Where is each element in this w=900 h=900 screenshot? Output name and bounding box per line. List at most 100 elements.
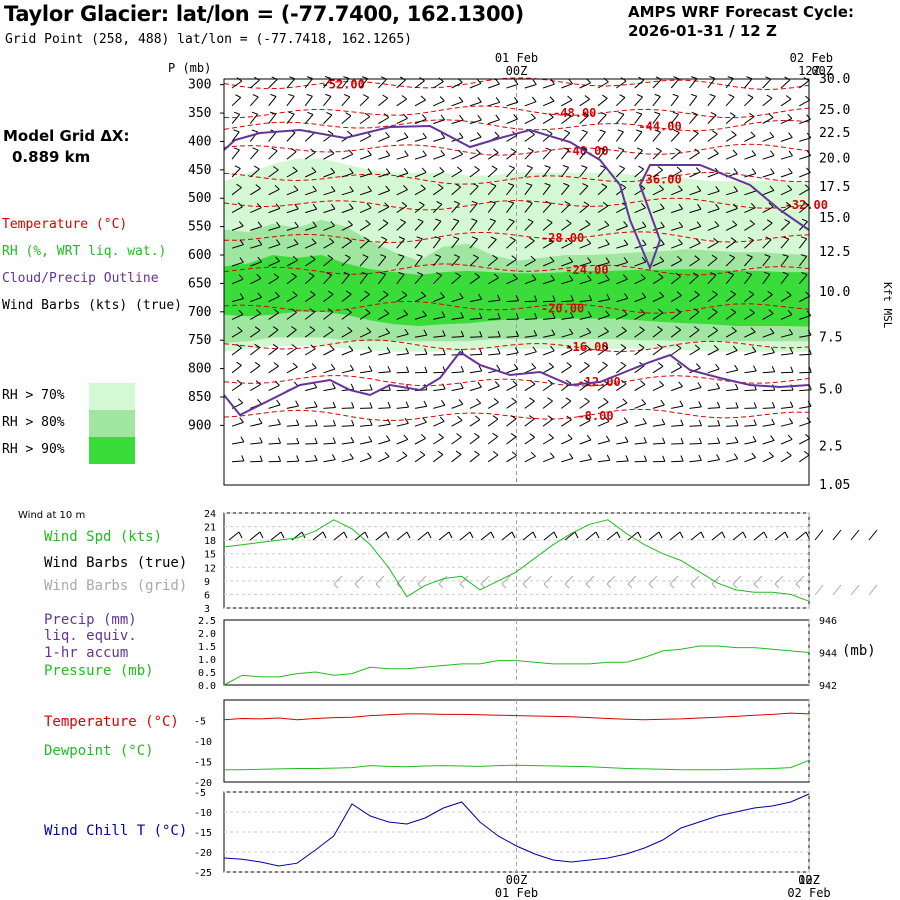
wind-barb-shaft — [780, 79, 791, 89]
wind-barb-flag — [636, 111, 643, 115]
wind-barb-true-extra — [868, 529, 878, 541]
wind-barb-shaft — [634, 277, 646, 285]
wind-barb-flag — [515, 313, 519, 320]
wind-barb-shaft — [378, 136, 390, 142]
wind-barb-flag — [345, 290, 352, 295]
wind-barb-shaft — [579, 167, 588, 178]
wind-barb-shaft — [597, 167, 607, 178]
wind-barb-flag — [332, 401, 336, 408]
wind-barb-shaft — [670, 170, 682, 178]
wind-barb-flag — [801, 218, 808, 223]
rh-legend-swatch — [89, 383, 135, 410]
wind-barb-flag — [564, 129, 571, 134]
wind-barb-flag — [733, 168, 738, 174]
wind-barb-flag — [530, 113, 536, 119]
wind-barb-flag — [716, 383, 721, 389]
precip-tick-label: 0.5 — [198, 668, 216, 679]
temperature-line — [223, 712, 810, 721]
wind-barb-shaft — [561, 349, 573, 356]
wind-barb-shaft — [396, 79, 406, 89]
wind-barb-shaft — [341, 96, 351, 107]
wind-barb-flag — [330, 186, 336, 192]
wind-barb-shaft — [616, 261, 628, 267]
precip-tick-label: 1.5 — [198, 642, 216, 653]
wind-barb-flag — [654, 93, 661, 97]
wind-barb-shaft — [744, 312, 755, 320]
wind-barb-shaft — [396, 155, 409, 160]
wind-barb-flag — [403, 167, 409, 174]
wind-barb-shaft — [725, 458, 738, 463]
wind-barb-shaft — [616, 314, 628, 320]
wind-barb-flag — [405, 347, 410, 354]
label-accum: 1-hr accum — [44, 645, 129, 661]
wind-barbs-true-row — [228, 531, 810, 541]
wind-barb-flag — [401, 201, 408, 207]
isotherm-line — [223, 119, 810, 132]
wind-barb-shaft — [634, 131, 643, 142]
wind-barb-shaft — [689, 406, 702, 409]
wind-barb-shaft — [341, 274, 350, 285]
wind-barb-flag — [420, 95, 426, 101]
wind-barb-shaft — [304, 95, 313, 107]
wind-barb-shaft — [469, 169, 480, 178]
wind-barb-shaft — [725, 96, 735, 107]
wind-barb-shaft — [414, 118, 427, 125]
wind-barb-flag — [642, 239, 647, 245]
wind-barb-flag — [602, 361, 608, 366]
wind-barb-flag — [709, 93, 716, 97]
wind-barb-flag — [786, 451, 792, 456]
wind-barb-shaft — [725, 208, 738, 214]
wind-barb-flag — [751, 150, 757, 156]
wind-barb-flag — [604, 416, 610, 422]
wind-barb-shaft — [396, 256, 405, 267]
wind-barb-shaft — [377, 273, 387, 285]
wind-barb-shaft — [744, 424, 757, 427]
wind-barb-shaft — [652, 423, 665, 427]
wind-barb-flag — [471, 200, 478, 204]
forecast-cycle: AMPS WRF Forecast Cycle: 2026-01-31 / 12… — [628, 3, 854, 41]
wind-barb-shaft — [414, 171, 427, 178]
wind-barb-flag — [549, 256, 555, 262]
wind-barb-flag — [497, 330, 501, 337]
wind-barb-flag — [344, 254, 351, 259]
wind-barb-true — [459, 531, 471, 541]
wind-barb-shaft — [561, 400, 572, 409]
wind-barb-flag — [601, 183, 608, 188]
wind-barb-flag — [420, 433, 426, 439]
wind-barb-shaft — [250, 296, 262, 303]
wind-barb-shaft — [469, 454, 480, 463]
wind-barb-flag — [478, 293, 483, 300]
wind-barb-grid-extra — [850, 584, 860, 596]
wind-barb-shaft — [323, 225, 335, 231]
wind-barb-flag — [808, 366, 812, 373]
wind-barb-flag — [545, 200, 552, 205]
wind-barb-shaft — [652, 79, 662, 89]
wind-barb-shaft — [451, 119, 464, 125]
wind-barb-shaft — [707, 368, 720, 374]
wind-barb-flag — [367, 346, 373, 352]
wind-barb-flag — [331, 382, 336, 389]
wind-barb-flag — [272, 343, 279, 349]
wind-barb-shaft — [341, 330, 353, 338]
wind-barb-flag — [330, 203, 336, 210]
wind-barb-shaft — [561, 333, 574, 338]
wind-barb-shaft — [396, 189, 408, 196]
wind-barb-flag — [764, 271, 771, 275]
wind-barb-shaft — [506, 151, 517, 160]
wind-barb-flag — [400, 218, 406, 223]
wind-barb-shaft — [231, 383, 243, 392]
wind-barb-shaft — [744, 154, 756, 160]
wind-barb-flag — [568, 275, 574, 281]
wind-barb-flag — [771, 401, 776, 408]
wind-barb-shaft — [323, 78, 332, 89]
wind-chill-line — [223, 793, 810, 867]
wind-barb-flag — [236, 379, 243, 385]
wind-barb-shaft — [652, 404, 665, 409]
wind-barb-shaft — [707, 114, 717, 124]
wind-barb-flag — [623, 417, 629, 423]
wind-barb-flag — [511, 397, 517, 403]
wind-barb-shaft — [762, 423, 775, 427]
wind-barb-flag — [712, 130, 718, 135]
wind-barb-flag — [531, 274, 537, 280]
wind-barb-shaft — [780, 137, 793, 142]
